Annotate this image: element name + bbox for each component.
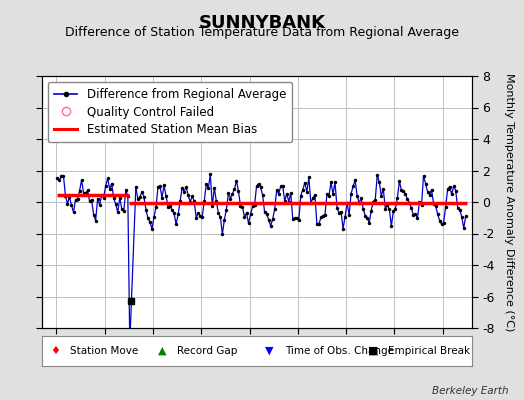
- Text: Station Move: Station Move: [70, 346, 138, 356]
- Text: SUNNYBANK: SUNNYBANK: [199, 14, 325, 32]
- Text: Empirical Break: Empirical Break: [388, 346, 470, 356]
- Legend: Difference from Regional Average, Quality Control Failed, Estimated Station Mean: Difference from Regional Average, Qualit…: [48, 82, 292, 142]
- Text: Difference of Station Temperature Data from Regional Average: Difference of Station Temperature Data f…: [65, 26, 459, 39]
- Text: Time of Obs. Change: Time of Obs. Change: [285, 346, 394, 356]
- Text: ▼: ▼: [265, 346, 274, 356]
- Text: Record Gap: Record Gap: [177, 346, 238, 356]
- Text: ■: ■: [368, 346, 379, 356]
- Text: ▲: ▲: [158, 346, 167, 356]
- Y-axis label: Monthly Temperature Anomaly Difference (°C): Monthly Temperature Anomaly Difference (…: [504, 73, 514, 331]
- Text: Berkeley Earth: Berkeley Earth: [432, 386, 508, 396]
- Text: ♦: ♦: [50, 346, 60, 356]
